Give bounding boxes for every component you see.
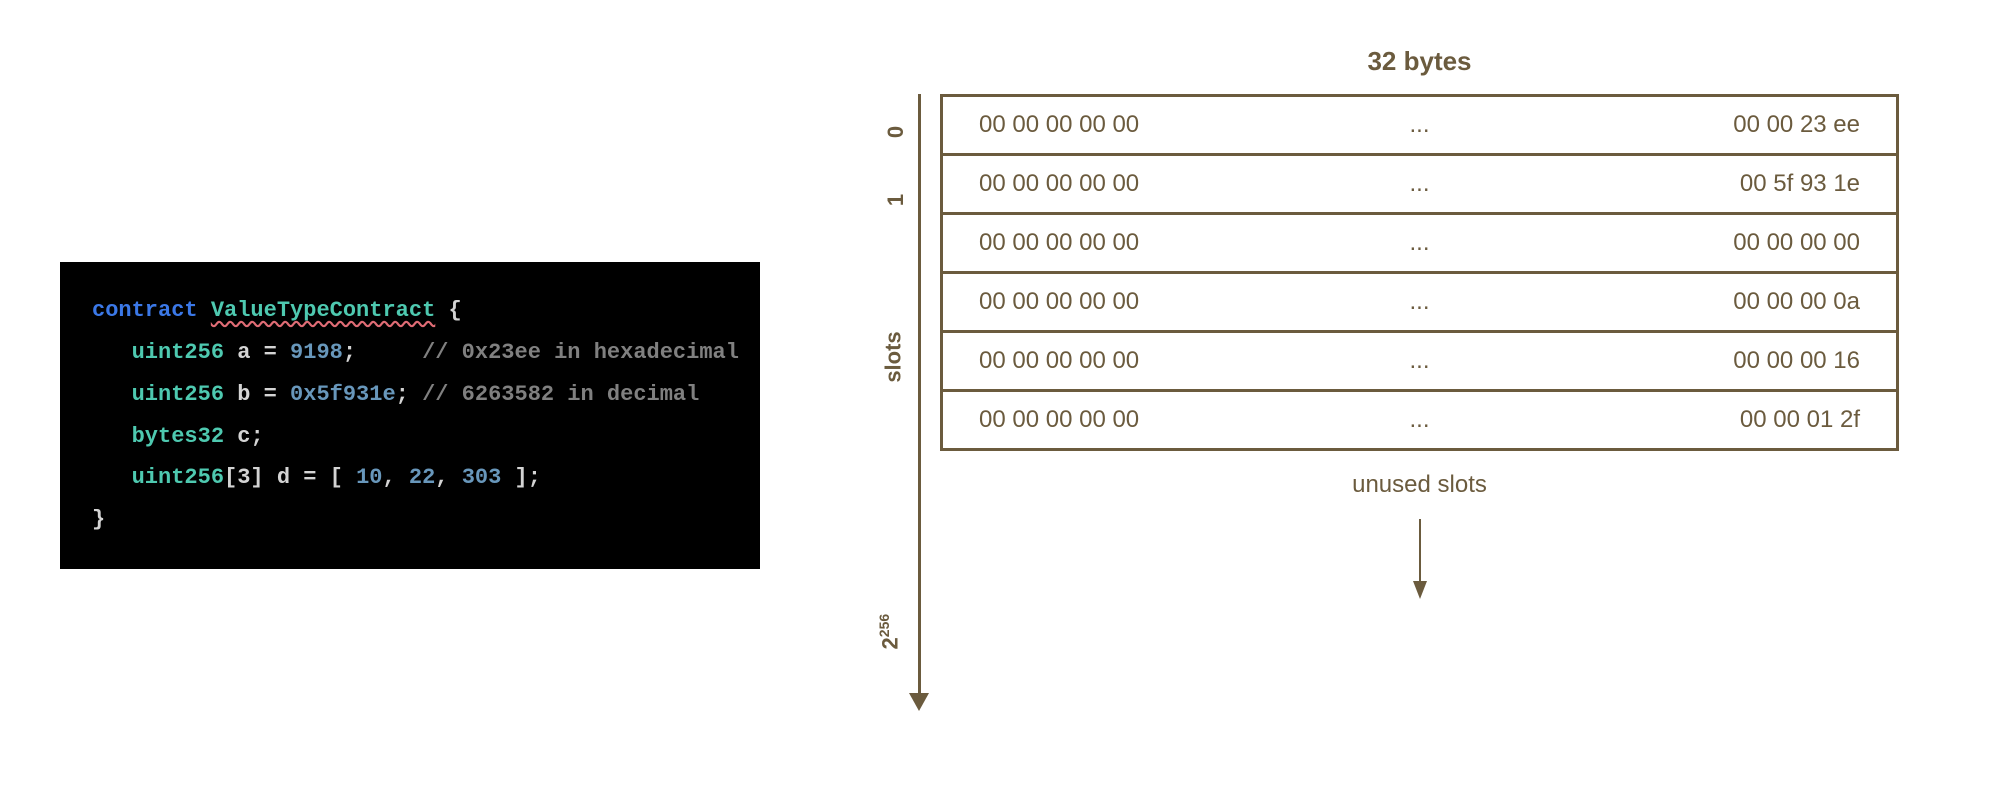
- slot-bytes-right: 00 00 00 0a: [1430, 288, 1861, 316]
- code-block: contract ValueTypeContract { uint256 a =…: [60, 262, 760, 569]
- slot-bytes-left: 00 00 00 00 00: [979, 111, 1410, 139]
- slot-bytes-left: 00 00 00 00 00: [979, 406, 1410, 434]
- type-uint256-a: uint256: [132, 340, 224, 365]
- slot-row: 00 00 00 00 00...00 00 01 2f: [940, 389, 1899, 451]
- slot-row: 00 00 00 00 00...00 00 00 16: [940, 330, 1899, 389]
- var-b: b: [224, 382, 264, 407]
- down-arrow-icon: [1410, 519, 1430, 599]
- slot-index-1: 1: [883, 193, 909, 205]
- slots-table: 00 00 00 00 00...00 00 23 ee00 00 00 00 …: [940, 94, 1899, 599]
- var-d: d: [264, 465, 304, 490]
- slots-axis: 0 1 slots 2256: [898, 94, 938, 726]
- slot-row: 00 00 00 00 00...00 00 00 0a: [940, 271, 1899, 330]
- comment-b: // 6263582 in decimal: [422, 382, 699, 407]
- slots-upper-bound: 2256: [876, 614, 903, 650]
- slot-bytes-left: 00 00 00 00 00: [979, 347, 1410, 375]
- slot-ellipsis: ...: [1410, 111, 1430, 139]
- brace-open: {: [435, 298, 461, 323]
- slot-ellipsis: ...: [1410, 229, 1430, 257]
- bytes-label: 32 bytes: [940, 46, 1899, 77]
- comment-a: // 0x23ee in hexadecimal: [422, 340, 739, 365]
- type-bytes32-c: bytes32: [132, 424, 224, 449]
- unused-slots-label: unused slots: [940, 471, 1899, 499]
- slot-bytes-right: 00 00 23 ee: [1430, 111, 1861, 139]
- slot-ellipsis: ...: [1410, 288, 1430, 316]
- slot-row: 00 00 00 00 00...00 00 00 00: [940, 212, 1899, 271]
- axis-arrow-icon: [909, 693, 929, 711]
- val-a: 9198: [290, 340, 343, 365]
- slot-index-0: 0: [883, 125, 909, 137]
- slot-ellipsis: ...: [1410, 406, 1430, 434]
- type-uint256-b: uint256: [132, 382, 224, 407]
- type-uint256-d: uint256: [132, 465, 224, 490]
- slot-bytes-left: 00 00 00 00 00: [979, 229, 1410, 257]
- slot-row: 00 00 00 00 00...00 00 23 ee: [940, 94, 1899, 153]
- slot-ellipsis: ...: [1410, 170, 1430, 198]
- slot-bytes-right: 00 00 00 16: [1430, 347, 1861, 375]
- slot-bytes-left: 00 00 00 00 00: [979, 288, 1410, 316]
- slot-bytes-right: 00 5f 93 1e: [1430, 170, 1861, 198]
- val-b: 0x5f931e: [290, 382, 396, 407]
- slots-axis-label: slots: [881, 331, 907, 382]
- axis-line: [918, 94, 921, 696]
- slot-bytes-right: 00 00 00 00: [1430, 229, 1861, 257]
- var-a: a: [224, 340, 264, 365]
- figure-container: contract ValueTypeContract { uint256 a =…: [0, 0, 1999, 791]
- var-c: c: [224, 424, 250, 449]
- storage-diagram: 32 bytes 0 1 slots 2256 00 00 00 00 00..…: [860, 46, 1939, 746]
- contract-name: ValueTypeContract: [211, 298, 435, 323]
- slot-bytes-right: 00 00 01 2f: [1430, 406, 1861, 434]
- slot-ellipsis: ...: [1410, 347, 1430, 375]
- keyword-contract: contract: [92, 298, 198, 323]
- brace-close: }: [92, 507, 105, 532]
- slot-row: 00 00 00 00 00...00 5f 93 1e: [940, 153, 1899, 212]
- slot-bytes-left: 00 00 00 00 00: [979, 170, 1410, 198]
